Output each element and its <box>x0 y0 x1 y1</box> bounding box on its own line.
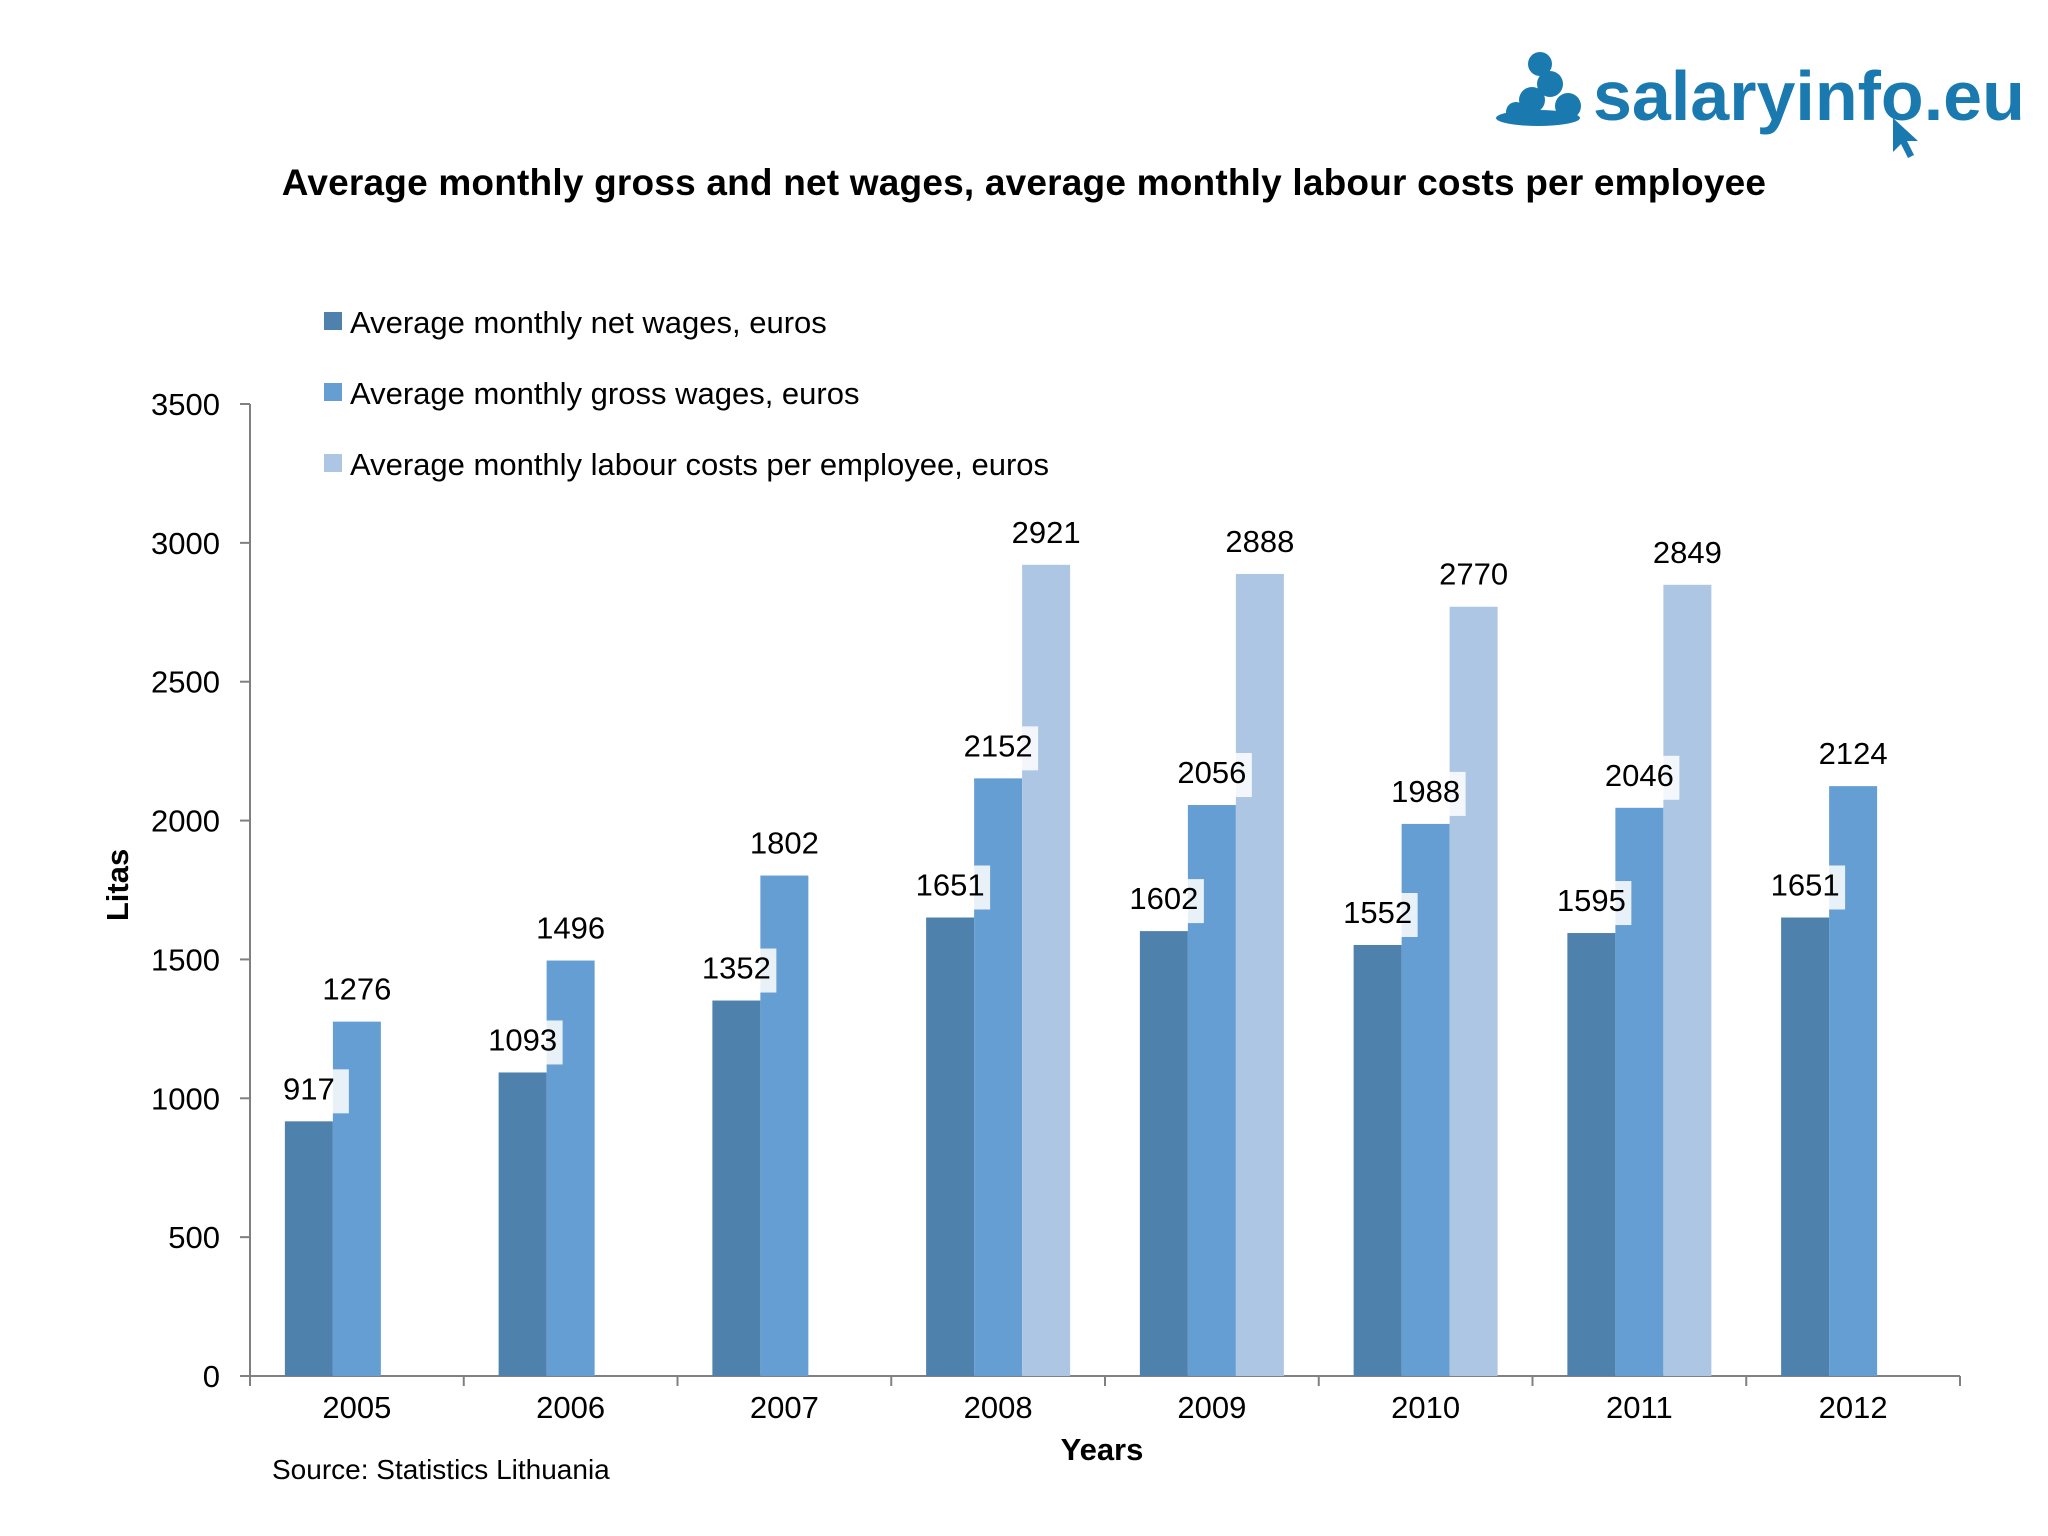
y-tick-label: 3000 <box>151 526 220 561</box>
data-label-2011-series-1: 1595 <box>1557 883 1626 918</box>
bar-2006-series-1 <box>498 1072 547 1376</box>
data-label-2008-series-1: 1651 <box>916 867 985 902</box>
coin-stack-icon <box>1496 52 1581 126</box>
x-tick-label-2010: 2010 <box>1391 1390 1460 1425</box>
bar-2010-series-1 <box>1353 944 1402 1376</box>
bar-2011-series-3 <box>1663 584 1712 1376</box>
y-axis-title: Litas <box>100 849 135 921</box>
data-label-bg <box>1385 771 1466 816</box>
y-tick-label: 500 <box>168 1220 220 1255</box>
data-label-2009-series-3: 2888 <box>1225 524 1294 559</box>
data-label-bg <box>1337 892 1418 937</box>
data-label-2009-series-1: 1602 <box>1129 881 1198 916</box>
source-note: Source: Statistics Lithuania <box>272 1454 610 1485</box>
data-label-bg <box>1765 865 1846 910</box>
bar-2005-series-1 <box>284 1121 333 1376</box>
legend-label-3: Average monthly labour costs per employe… <box>350 447 1049 482</box>
data-label-bg <box>1171 753 1252 798</box>
data-label-2012-series-1: 1651 <box>1771 867 1840 902</box>
y-axis: 0 500 1000 1500 2000 2500 3000 3500 <box>151 387 251 1394</box>
data-label-2010-series-1: 1552 <box>1343 895 1412 930</box>
bar-2011-series-1 <box>1567 933 1616 1376</box>
data-label-bg <box>910 865 991 910</box>
bar-2007-series-1 <box>712 1000 761 1376</box>
legend-swatch-2 <box>324 383 342 401</box>
y-tick-label: 1500 <box>151 942 220 977</box>
x-tick-label-2006: 2006 <box>536 1390 605 1425</box>
data-label-2007-series-2: 1802 <box>750 826 819 861</box>
data-label-2008-series-3: 2921 <box>1012 515 1081 550</box>
y-tick-label: 3500 <box>151 387 220 422</box>
logo-wordmark: salaryinfo.eu <box>1593 57 2025 135</box>
data-label-2006-series-1: 1093 <box>488 1022 557 1057</box>
x-axis-title: Years <box>1061 1432 1144 1467</box>
bar-2008-series-3 <box>1022 564 1071 1376</box>
data-label-bg <box>696 948 777 993</box>
bars <box>284 564 1878 1376</box>
legend-swatch-3 <box>324 454 342 472</box>
x-axis: 2005 2006 2007 2008 2009 2010 2011 2012 <box>249 1375 1961 1425</box>
data-label-2007-series-1: 1352 <box>702 951 771 986</box>
x-tick-label-2012: 2012 <box>1819 1390 1888 1425</box>
data-label-bg <box>1551 881 1632 926</box>
legend-swatch-1 <box>324 312 342 330</box>
data-label-bg <box>1123 879 1204 924</box>
x-tick-label-2011: 2011 <box>1606 1390 1673 1425</box>
legend-label-1: Average monthly net wages, euros <box>350 305 827 340</box>
y-tick-label: 1000 <box>151 1081 220 1116</box>
data-labels: 917 1276 1093 1496 1352 1802 1651 2152 2921 1602 2… <box>268 515 1888 1114</box>
bar-2009-series-1 <box>1139 931 1188 1376</box>
bar-2010-series-3 <box>1449 606 1498 1376</box>
y-tick-label: 2000 <box>151 804 220 839</box>
data-label-bg <box>1599 755 1680 800</box>
legend: Average monthly net wages, euros Average … <box>324 305 1049 482</box>
data-label-2011-series-3: 2849 <box>1653 535 1722 570</box>
x-tick-label-2009: 2009 <box>1177 1390 1246 1425</box>
data-label-bg <box>958 726 1039 771</box>
legend-label-2: Average monthly gross wages, euros <box>350 376 859 411</box>
data-label-2005-series-1: 917 <box>283 1071 335 1106</box>
data-label-bg <box>482 1020 563 1065</box>
salaryinfo-logo: salaryinfo.eu <box>1496 52 2025 158</box>
data-label-2011-series-2: 2046 <box>1605 758 1674 793</box>
data-label-2006-series-2: 1496 <box>536 911 605 946</box>
bar-2008-series-1 <box>926 917 975 1376</box>
data-label-2005-series-2: 1276 <box>322 972 391 1007</box>
chart-title: Average monthly gross and net wages, ave… <box>281 162 1767 203</box>
bar-2012-series-1 <box>1781 917 1830 1376</box>
data-label-2009-series-2: 2056 <box>1177 755 1246 790</box>
x-tick-label-2008: 2008 <box>964 1390 1033 1425</box>
cursor-icon <box>1893 118 1918 158</box>
x-tick-label-2005: 2005 <box>322 1390 391 1425</box>
data-label-2008-series-2: 2152 <box>964 728 1033 763</box>
y-tick-label: 2500 <box>151 665 220 700</box>
data-label-2010-series-2: 1988 <box>1391 774 1460 809</box>
data-label-2010-series-3: 2770 <box>1439 557 1508 592</box>
data-label-bg <box>268 1069 349 1114</box>
data-label-2012-series-2: 2124 <box>1819 736 1888 771</box>
bar-2009-series-3 <box>1235 573 1284 1376</box>
x-tick-label-2007: 2007 <box>750 1390 819 1425</box>
y-tick-label: 0 <box>203 1359 220 1394</box>
